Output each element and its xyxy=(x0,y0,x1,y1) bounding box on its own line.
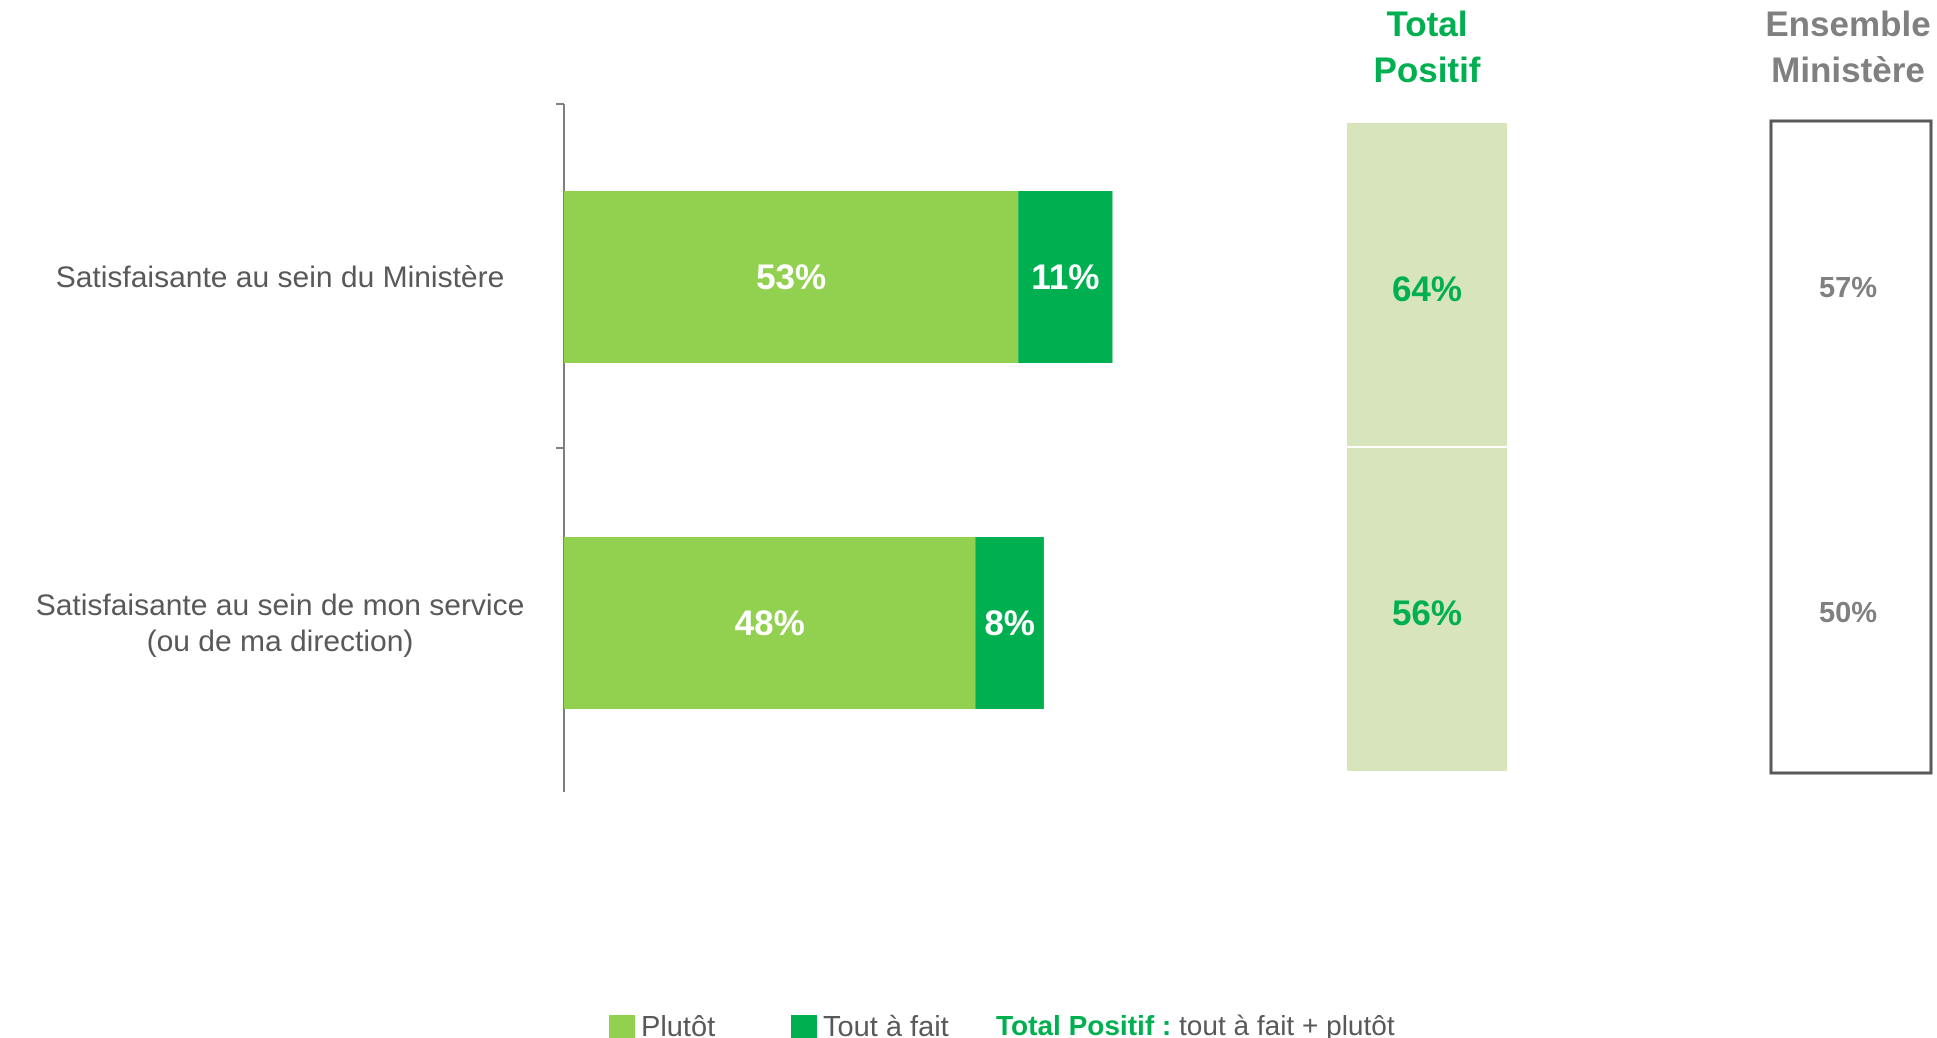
data-label-plutot-2: 48% xyxy=(735,604,805,643)
total-positif-value-1: 64% xyxy=(1392,270,1462,309)
data-label-plutot-1: 53% xyxy=(756,258,826,297)
total-positif-header-line-1: Total xyxy=(1386,5,1467,44)
bar-plutot-1 xyxy=(564,191,1019,363)
total-positif-value-2: 56% xyxy=(1392,594,1462,633)
bar-plutot-2 xyxy=(564,537,976,709)
legend-label-tout-a-fait: Tout à fait xyxy=(823,1011,949,1038)
legend-swatch-tout-a-fait xyxy=(791,1015,817,1038)
total-positif-cell-2 xyxy=(1347,448,1507,771)
bar-tout-a-fait-1 xyxy=(1018,191,1113,363)
category-label-2-line-2: (ou de ma direction) xyxy=(147,625,414,658)
ensemble-ministere-value-1: 57% xyxy=(1819,272,1877,304)
ensemble-ministere-header-line-1: Ensemble xyxy=(1765,5,1930,44)
legend-note-text: tout à fait + plutôt xyxy=(1171,1010,1395,1038)
data-label-tout-a-fait-1: 11% xyxy=(1031,258,1099,297)
total-positif-header-line-2: Positif xyxy=(1374,51,1481,90)
bar-tout-a-fait-2 xyxy=(975,537,1044,709)
category-label-1: Satisfaisante au sein du Ministère xyxy=(56,261,505,294)
legend-note: Total Positif : tout à fait + plutôt xyxy=(996,1010,1395,1038)
ensemble-ministere-header-line-2: Ministère xyxy=(1771,51,1925,90)
legend-label-plutot: Plutôt xyxy=(641,1011,715,1038)
data-label-tout-a-fait-2: 8% xyxy=(984,604,1035,643)
legend-swatch-plutot xyxy=(609,1015,635,1038)
ensemble-ministere-value-2: 50% xyxy=(1819,597,1877,629)
legend-note-bold: Total Positif : xyxy=(996,1010,1171,1038)
total-positif-cell-1 xyxy=(1347,123,1507,446)
category-label-2-line-1: Satisfaisante au sein de mon service xyxy=(36,589,525,622)
ensemble-ministere-box xyxy=(1769,119,1933,775)
